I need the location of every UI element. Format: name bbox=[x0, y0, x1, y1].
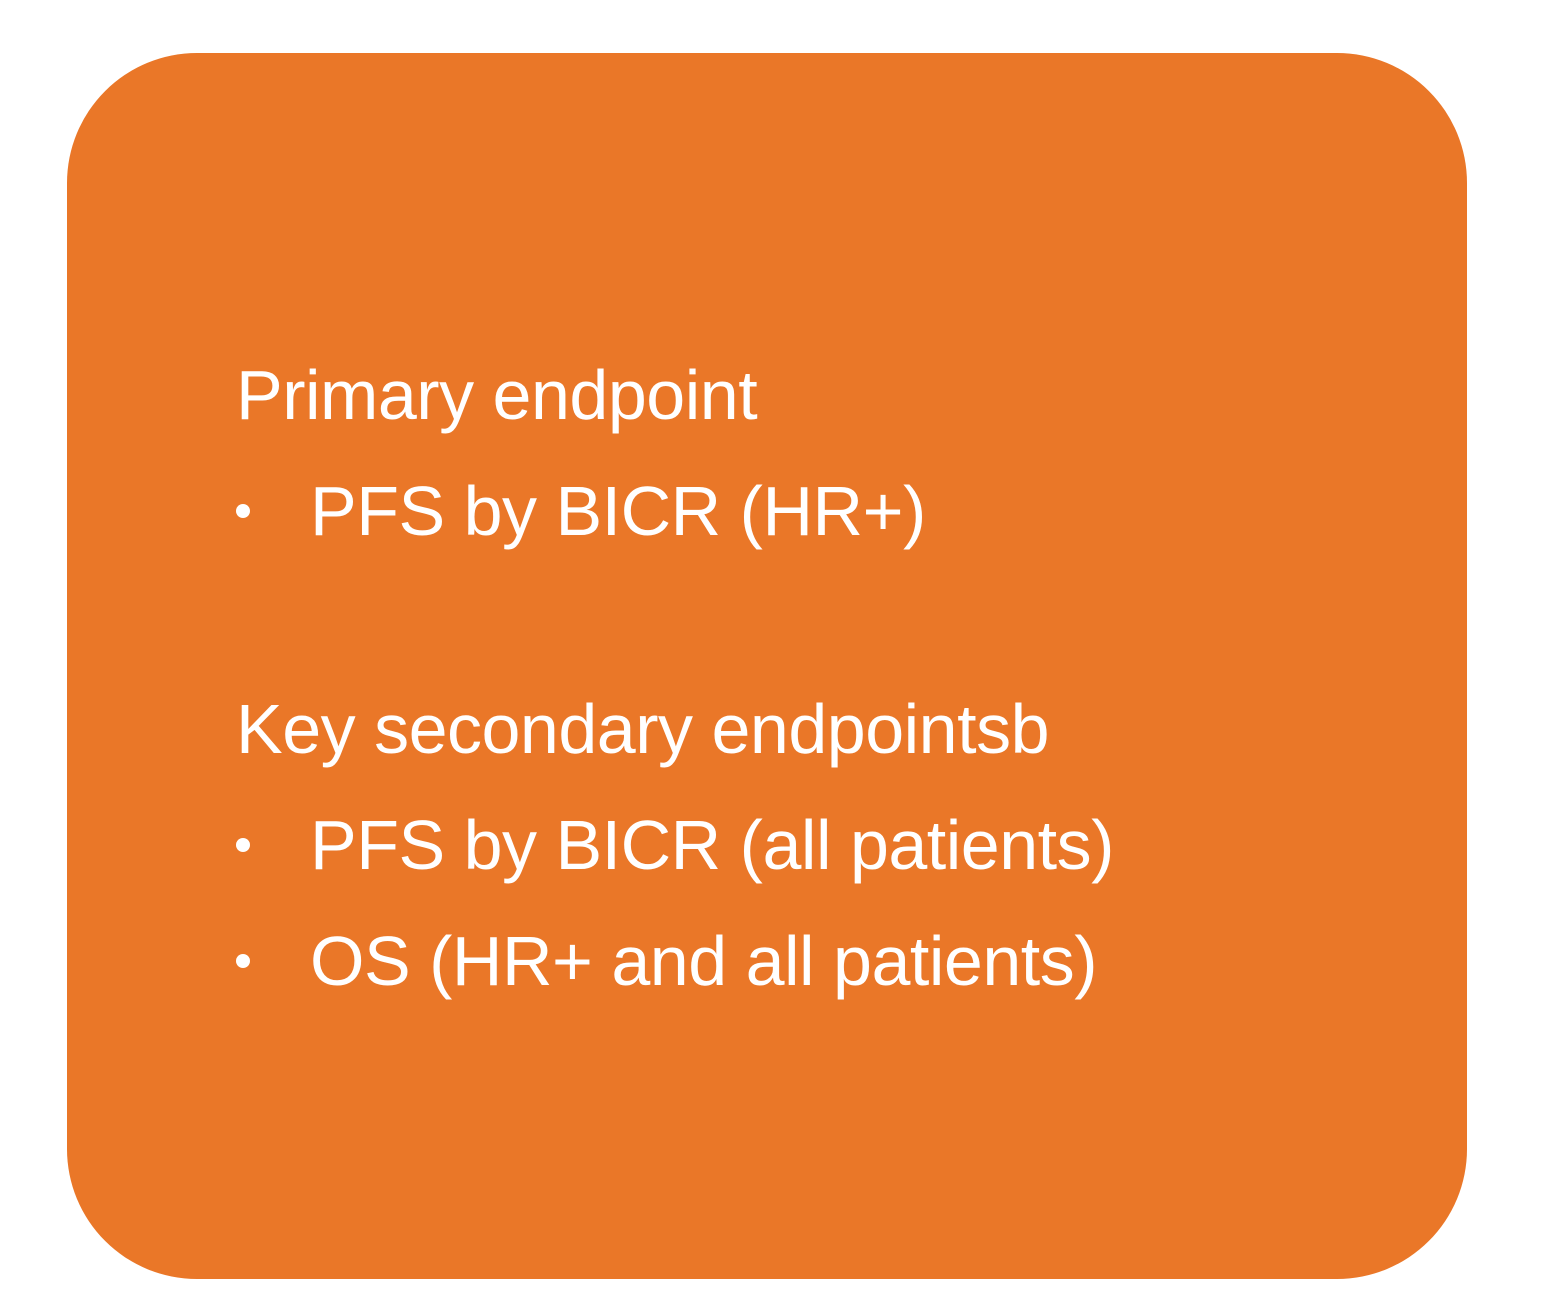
bullet-icon bbox=[236, 504, 250, 518]
endpoints-card: Primary endpoint PFS by BICR (HR+) Key s… bbox=[67, 53, 1467, 1279]
bullet-icon bbox=[236, 838, 250, 852]
primary-endpoint-heading: Primary endpoint bbox=[236, 356, 758, 434]
list-item-label: PFS by BICR (all patients) bbox=[310, 806, 1114, 884]
list-item-label: OS (HR+ and all patients) bbox=[310, 922, 1098, 1000]
bullet-icon bbox=[236, 954, 250, 968]
key-secondary-endpoints-heading: Key secondary endpointsb bbox=[236, 690, 1050, 768]
list-item-label: PFS by BICR (HR+) bbox=[310, 472, 926, 550]
